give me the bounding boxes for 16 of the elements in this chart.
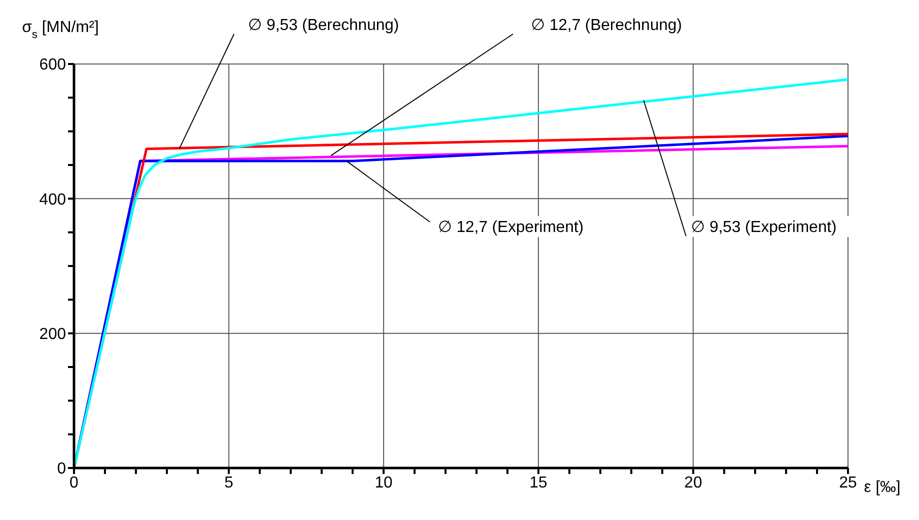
x-tick-label: 20: [684, 474, 702, 492]
y-axis-title: σ$_{s}$ [MN/m²]: [22, 19, 99, 41]
x-tick-label: 15: [530, 474, 548, 492]
y-tick-label: 400: [39, 191, 66, 208]
annotation: ∅ 9,53 (Experiment): [691, 219, 837, 236]
annotation: ∅ 9,53 (Berechnung): [248, 17, 399, 34]
y-tick-label: 600: [39, 56, 66, 74]
x-tick-label: 5: [224, 474, 234, 492]
x-tick-label: 10: [374, 474, 393, 492]
y-tick-label: 200: [39, 326, 66, 344]
annotation: ∅ 12,7 (Experiment): [438, 219, 584, 236]
x-tick-label: 25: [839, 474, 857, 492]
x-tick-label: 0: [70, 474, 79, 492]
y-tick-label: 0: [57, 460, 66, 478]
annotation: ∅ 12,7 (Berechnung): [531, 17, 682, 34]
x-axis-title: ε [‰]: [864, 479, 900, 496]
